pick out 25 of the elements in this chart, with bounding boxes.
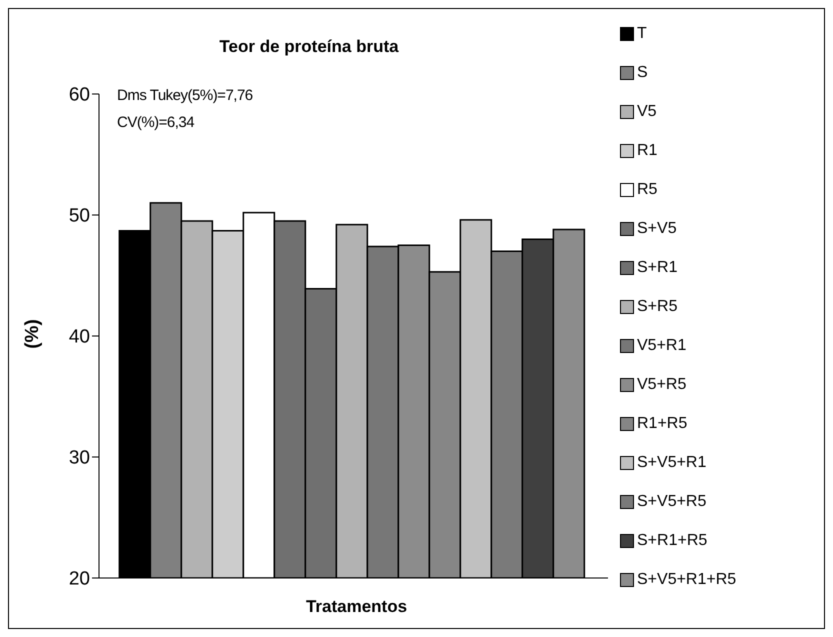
- legend-label: S+R1: [637, 258, 678, 276]
- annotation: CV(%)=6,34: [117, 114, 194, 131]
- y-tick-label: 20: [68, 568, 90, 590]
- x-axis-title: Tratamentos: [304, 597, 408, 617]
- y-tick-label: 50: [68, 206, 90, 227]
- legend-label: V5+R5: [637, 376, 686, 394]
- legend-label: S: [637, 64, 648, 82]
- annotation: Dms Tukey(5%)=7,76: [117, 87, 253, 104]
- legend-label: S+V5: [637, 220, 677, 238]
- legend-label: T: [637, 24, 647, 42]
- chart-title: Teor de proteína bruta: [218, 37, 400, 57]
- legend-label: S+V5+R5: [637, 492, 706, 510]
- y-tick-label: 60: [68, 84, 90, 106]
- legend-label: S+V5+R1: [637, 454, 706, 472]
- legend-label: S+V5+R1+R5: [637, 570, 736, 588]
- legend-label: S+R5: [637, 298, 678, 316]
- y-axis-title: (%): [22, 319, 44, 349]
- y-tick-label: 30: [68, 448, 90, 469]
- legend-label: S+R1+R5: [637, 532, 708, 550]
- y-tick-label: 40: [68, 326, 90, 348]
- legend-label: R1+R5: [637, 414, 688, 432]
- legend-label: V5: [637, 102, 657, 120]
- legend-label: R5: [637, 180, 658, 198]
- legend-label: V5+R1: [637, 336, 686, 354]
- legend-label: R1: [637, 142, 658, 160]
